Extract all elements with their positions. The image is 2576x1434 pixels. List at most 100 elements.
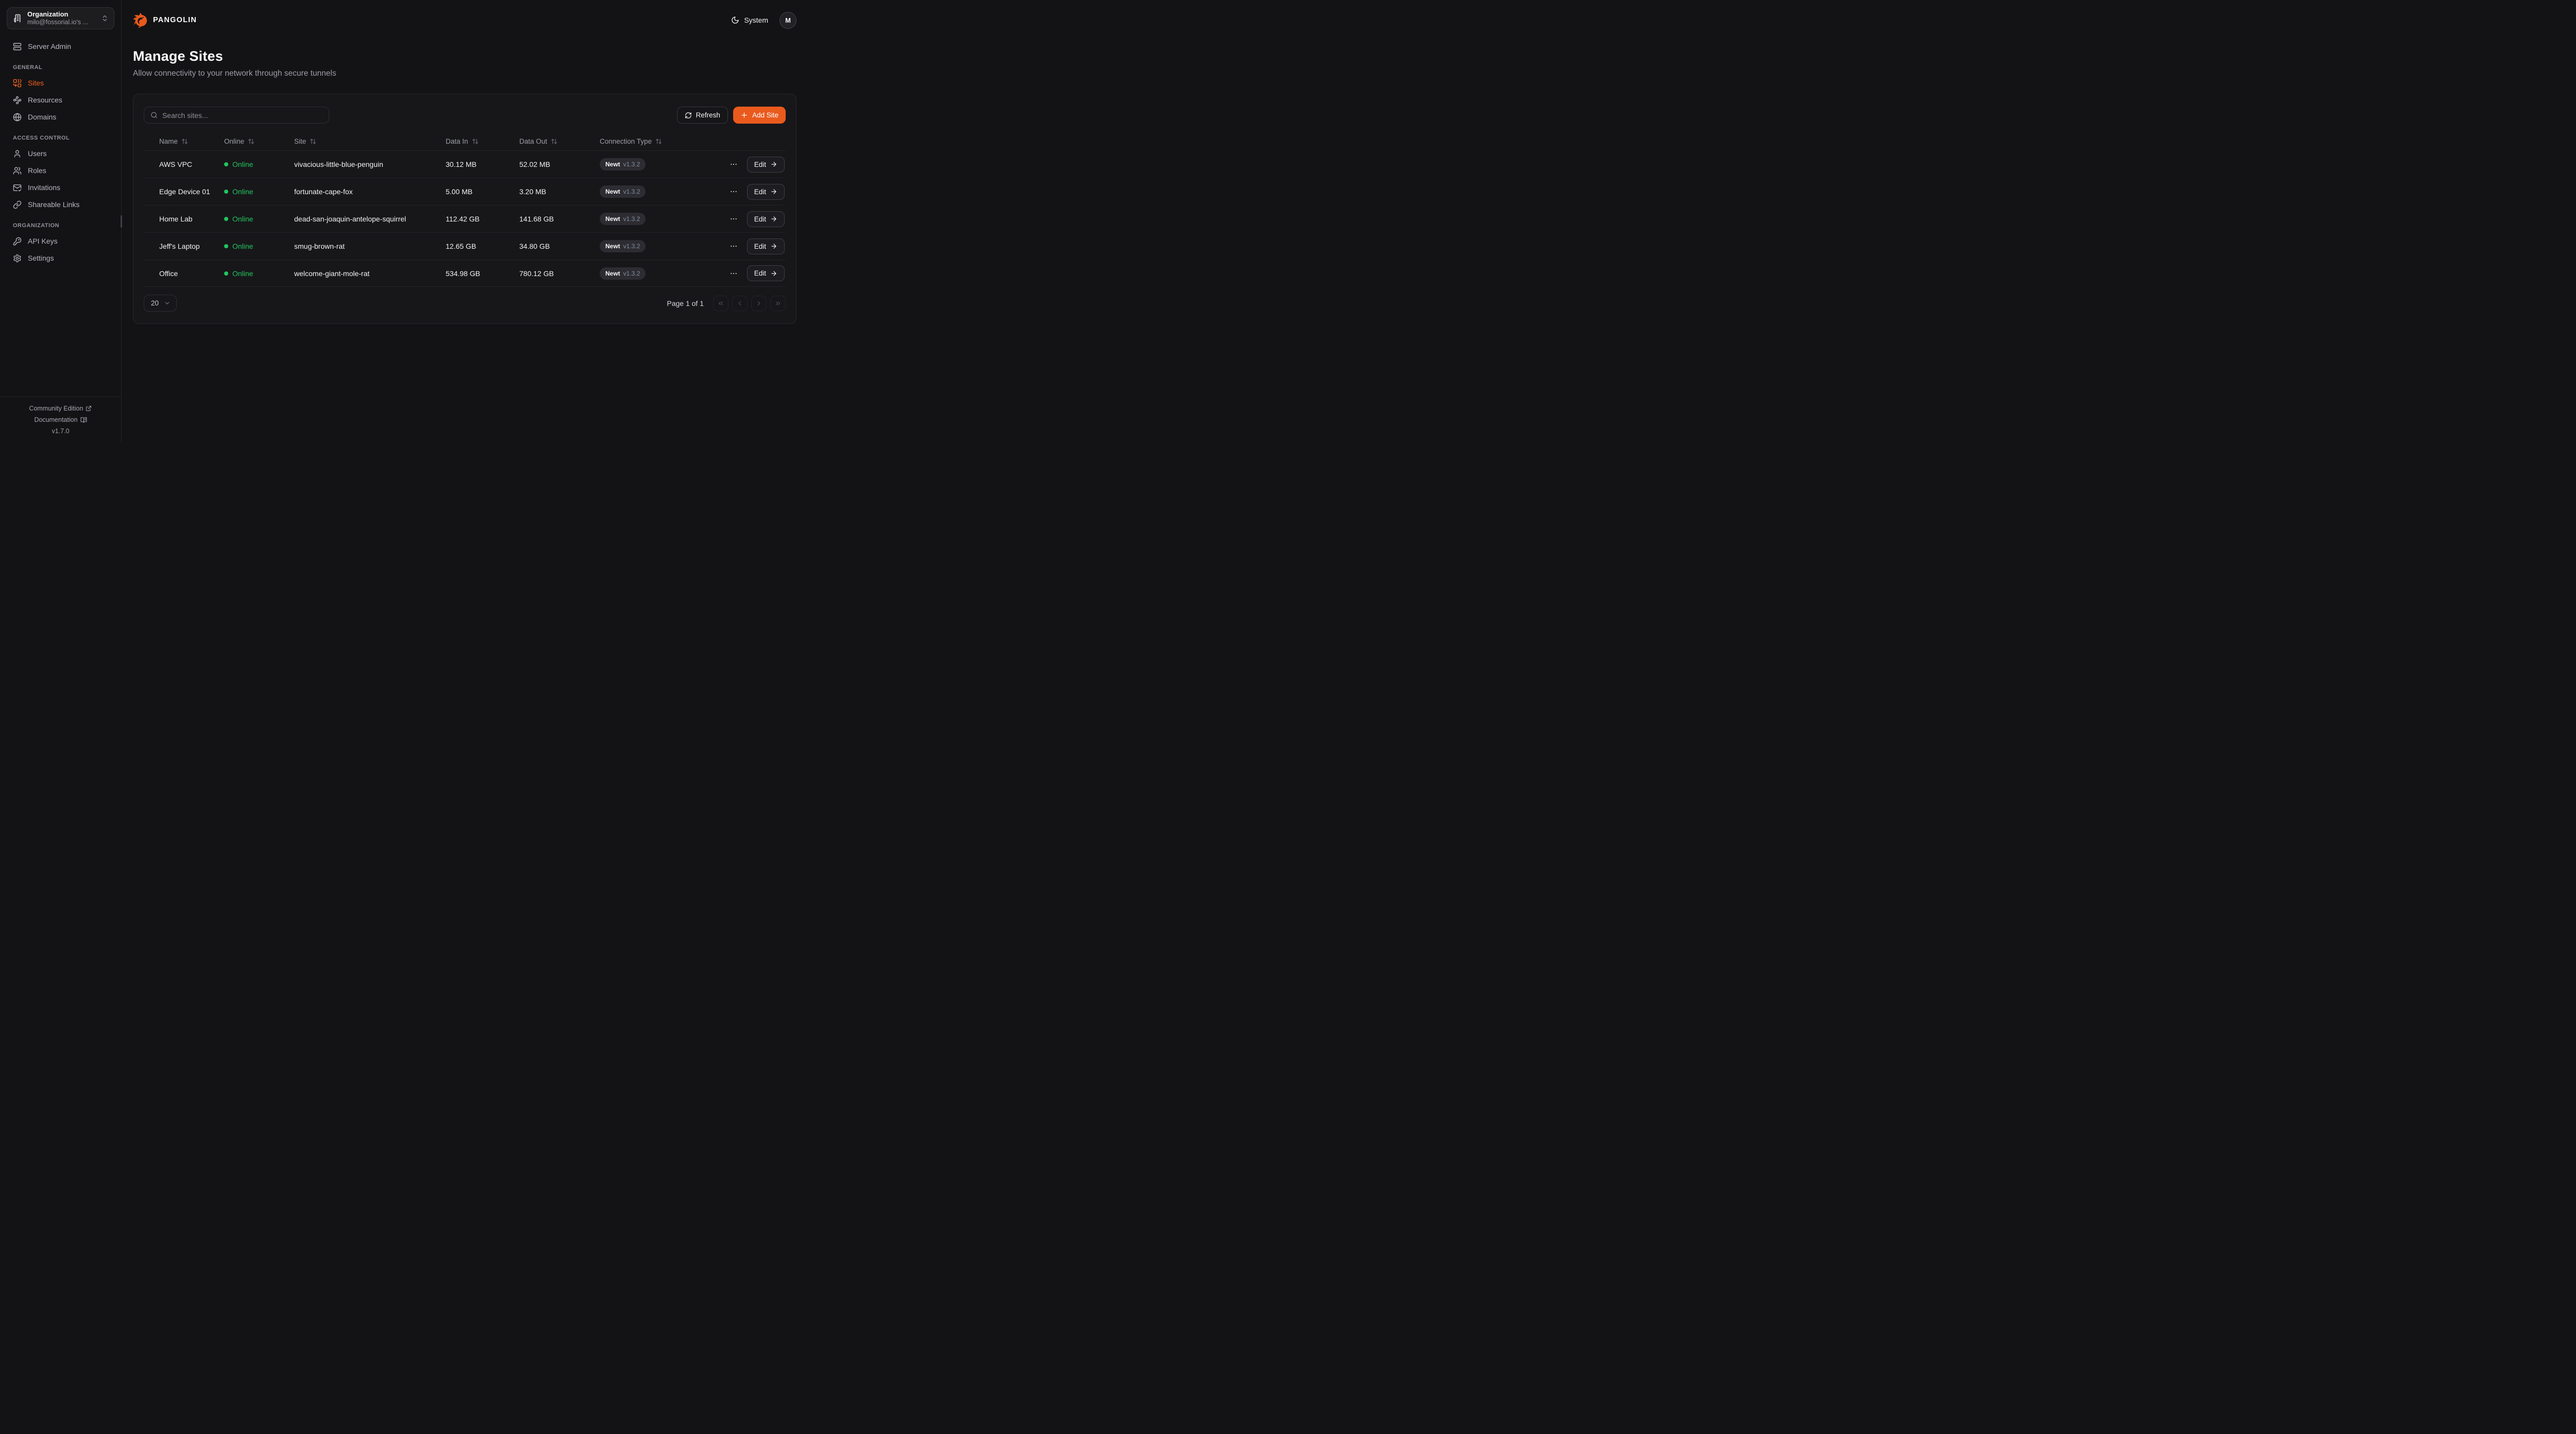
- row-menu-button[interactable]: [727, 185, 740, 198]
- sort-icon: [472, 139, 478, 144]
- sort-icon: [182, 139, 188, 144]
- sidebar-item-label: Settings: [28, 254, 54, 262]
- chevron-down-icon: [165, 302, 170, 304]
- ellipsis-icon: [731, 272, 737, 274]
- data-out-cell: 34.80 GB: [519, 242, 550, 250]
- book-open-icon: [80, 417, 87, 423]
- column-header-online[interactable]: Online: [224, 138, 294, 145]
- waypoints-icon: [13, 96, 22, 105]
- ellipsis-icon: [731, 245, 737, 247]
- table-row: AWS VPC Online vivacious-little-blue-pen…: [144, 150, 786, 178]
- connection-type-version: v1.3.2: [623, 161, 640, 168]
- column-header-data-out[interactable]: Data Out: [519, 138, 600, 145]
- next-page-button[interactable]: [751, 295, 767, 311]
- page-size-select[interactable]: 20: [144, 295, 177, 312]
- connection-type-cell: Newt v1.3.2: [600, 158, 712, 170]
- status-label: Online: [232, 215, 253, 223]
- edit-button[interactable]: Edit: [747, 265, 785, 281]
- online-status-dot: [224, 244, 228, 248]
- avatar[interactable]: M: [779, 11, 796, 29]
- edit-label: Edit: [754, 215, 766, 223]
- sidebar-item-settings[interactable]: Settings: [7, 250, 114, 266]
- topbar: PANGOLIN System M: [133, 0, 796, 37]
- connection-type-version: v1.3.2: [623, 269, 640, 277]
- row-actions: Edit: [712, 265, 786, 281]
- status-label: Online: [232, 269, 253, 278]
- ellipsis-icon: [731, 218, 737, 220]
- sidebar-item-roles[interactable]: Roles: [7, 163, 114, 178]
- sidebar-item-label: API Keys: [28, 237, 58, 245]
- ellipsis-icon: [731, 191, 737, 193]
- user-icon: [13, 149, 22, 158]
- page-title: Manage Sites: [133, 48, 223, 64]
- column-header-name[interactable]: Name: [144, 138, 224, 145]
- site-name-cell: Office: [159, 269, 178, 278]
- connection-type-cell: Newt v1.3.2: [600, 185, 712, 198]
- sort-icon: [248, 139, 254, 144]
- community-edition-link[interactable]: Community Edition: [29, 403, 92, 414]
- row-actions: Edit: [712, 183, 786, 200]
- search-input[interactable]: [162, 111, 323, 120]
- sidebar-item-sites[interactable]: Sites: [7, 75, 114, 91]
- edit-button[interactable]: Edit: [747, 156, 785, 173]
- table-row: Office Online welcome-giant-mole-rat 534…: [144, 260, 786, 287]
- ellipsis-icon: [731, 163, 737, 165]
- connection-type-name: Newt: [605, 188, 620, 195]
- key-icon: [13, 237, 22, 246]
- chevron-left-icon: [738, 301, 741, 305]
- previous-page-button[interactable]: [732, 295, 748, 311]
- row-menu-button[interactable]: [727, 158, 740, 170]
- connection-type-cell: Newt v1.3.2: [600, 213, 712, 225]
- sidebar-resize-handle[interactable]: [121, 215, 122, 228]
- combine-icon: [13, 79, 22, 88]
- refresh-button[interactable]: Refresh: [676, 107, 728, 124]
- connection-type-version: v1.3.2: [623, 215, 640, 223]
- sidebar-item-label: Roles: [28, 166, 46, 175]
- sidebar-item-users[interactable]: Users: [7, 146, 114, 161]
- org-switcher-value: milo@fossorial.io's ...: [27, 19, 88, 26]
- org-switcher-label: Organization: [27, 10, 69, 18]
- column-header-connection-type[interactable]: Connection Type: [600, 138, 712, 145]
- main-content: PANGOLIN System M Manage Sites Allow con…: [122, 0, 808, 443]
- edit-button[interactable]: Edit: [747, 238, 785, 254]
- sort-icon: [656, 139, 662, 144]
- sidebar-item-resources[interactable]: Resources: [7, 92, 114, 108]
- sidebar-item-invitations[interactable]: Invitations: [7, 180, 114, 195]
- refresh-icon: [685, 112, 691, 118]
- last-page-button[interactable]: [770, 295, 786, 311]
- sidebar-item-server-admin[interactable]: Server Admin: [7, 39, 114, 54]
- app-version: v1.7.0: [52, 428, 70, 435]
- column-header-site[interactable]: Site: [294, 138, 446, 145]
- add-site-button[interactable]: Add Site: [733, 107, 786, 124]
- first-page-button[interactable]: [713, 295, 728, 311]
- status-label: Online: [232, 160, 253, 168]
- sidebar-item-label: Sites: [28, 79, 44, 87]
- edit-label: Edit: [754, 187, 766, 196]
- globe-icon: [13, 113, 22, 122]
- row-menu-button[interactable]: [727, 267, 740, 280]
- brand[interactable]: PANGOLIN: [133, 12, 197, 28]
- row-menu-button[interactable]: [727, 240, 740, 252]
- theme-toggle[interactable]: System: [731, 16, 768, 24]
- status-label: Online: [232, 242, 253, 250]
- sort-icon: [310, 139, 316, 144]
- row-menu-button[interactable]: [727, 213, 740, 225]
- site-tunnel-cell: smug-brown-rat: [294, 242, 345, 250]
- edit-button[interactable]: Edit: [747, 211, 785, 227]
- moon-icon: [732, 16, 739, 24]
- table-row: Jeff's Laptop Online smug-brown-rat 12.6…: [144, 232, 786, 260]
- plus-icon: [741, 112, 747, 118]
- sidebar-item-label: Shareable Links: [28, 200, 80, 209]
- org-switcher[interactable]: Organization milo@fossorial.io's ...: [7, 7, 114, 29]
- connection-type-badge: Newt v1.3.2: [600, 158, 646, 170]
- sidebar-item-domains[interactable]: Domains: [7, 109, 114, 125]
- sidebar-item-shareable-links[interactable]: Shareable Links: [7, 197, 114, 212]
- connection-type-badge: Newt v1.3.2: [600, 213, 646, 225]
- connection-type-badge: Newt v1.3.2: [600, 240, 646, 252]
- page-subtitle: Allow connectivity to your network throu…: [133, 69, 336, 78]
- documentation-link[interactable]: Documentation: [34, 414, 87, 425]
- sidebar-item-api-keys[interactable]: API Keys: [7, 233, 114, 249]
- status-cell: Online: [224, 160, 294, 168]
- edit-button[interactable]: Edit: [747, 183, 785, 200]
- column-header-data-in[interactable]: Data In: [446, 138, 519, 145]
